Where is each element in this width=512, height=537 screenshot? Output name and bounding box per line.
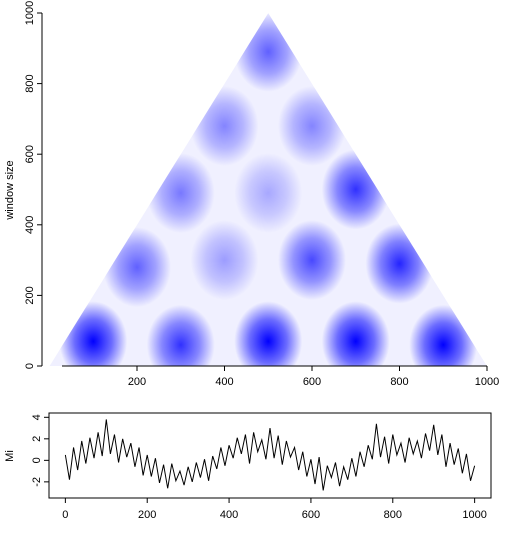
x-tick-label: 600 (302, 509, 320, 521)
heatmap-area (49, 13, 487, 366)
signal-line (64, 419, 476, 491)
heat-blob (278, 220, 346, 301)
x-tick-label: 800 (390, 376, 408, 388)
heat-blob (59, 301, 128, 366)
heat-blob (321, 149, 390, 230)
heat-blob (278, 85, 346, 166)
x-tick-label: 200 (138, 509, 156, 521)
heat-blob (103, 227, 171, 308)
y-tick-label: 1000 (24, 1, 36, 25)
x-tick-label: 400 (215, 376, 233, 388)
heat-blob (146, 304, 215, 366)
plot-frame (48, 412, 492, 499)
y-tick-label: 200 (24, 286, 36, 304)
heat-blob (234, 301, 303, 366)
y-tick-label: -2 (31, 477, 43, 487)
y-tick-label: 400 (24, 216, 36, 234)
y-tick-label: 600 (24, 145, 36, 163)
x-tick-label: 1000 (475, 376, 499, 388)
y-axis-label: Mi (4, 450, 16, 462)
x-tick-label: 1000 (462, 509, 486, 521)
x-tick-label: 400 (220, 509, 238, 521)
heat-blob (234, 13, 303, 92)
x-tick-label: 600 (303, 376, 321, 388)
x-tick-label: 200 (128, 376, 146, 388)
heat-blob (190, 85, 259, 166)
y-tick-label: 0 (24, 363, 36, 369)
heat-blob (409, 304, 478, 366)
x-tick-label: 800 (384, 509, 402, 521)
heat-blob (234, 153, 303, 234)
y-tick-label: 800 (24, 74, 36, 92)
heat-blob (190, 220, 259, 301)
y-tick-label: 0 (31, 457, 43, 463)
y-axis-label: window size (4, 160, 16, 220)
heat-blob (146, 153, 215, 234)
x-tick-label: 0 (62, 509, 68, 521)
y-tick-label: 4 (31, 414, 43, 420)
heat-blob (321, 301, 390, 366)
y-tick-label: 2 (31, 436, 43, 442)
heat-blob (365, 223, 434, 304)
